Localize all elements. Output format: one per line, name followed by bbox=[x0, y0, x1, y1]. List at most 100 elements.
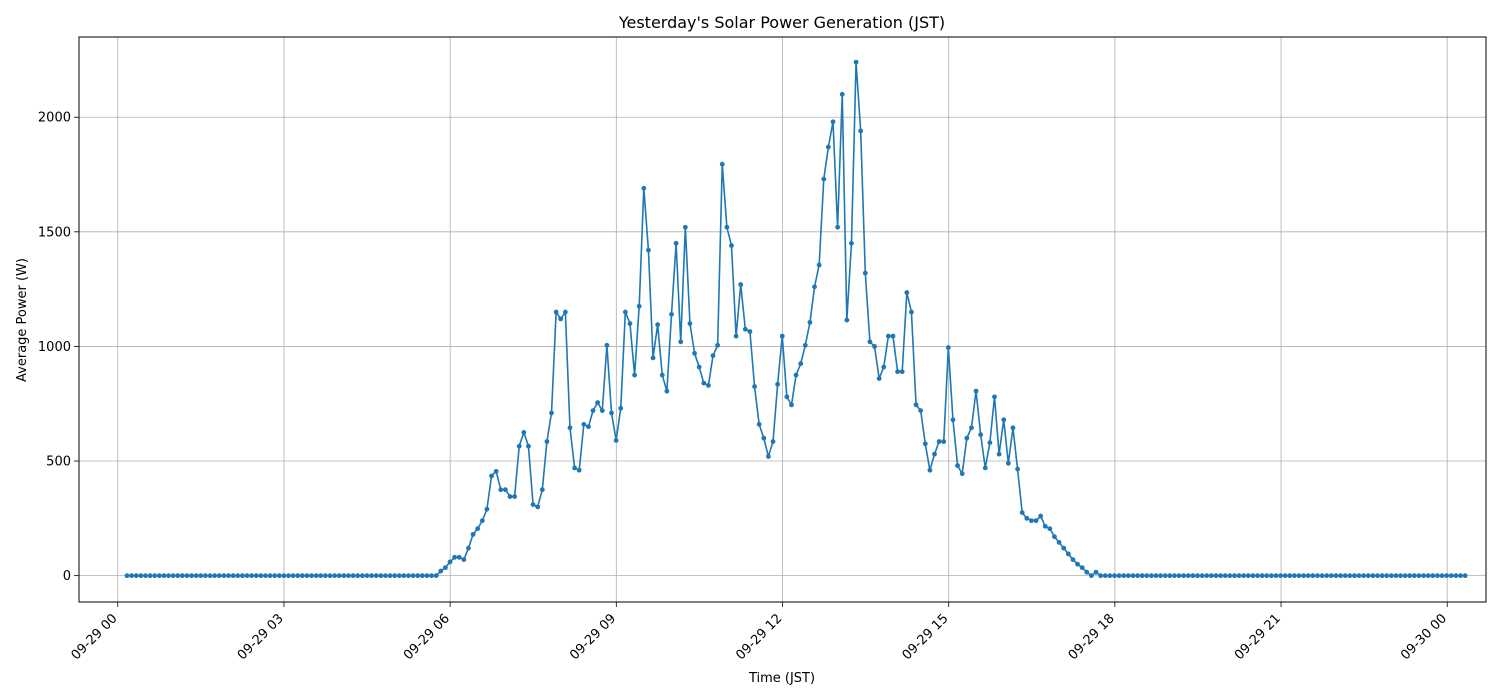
data-point bbox=[959, 471, 965, 477]
data-point bbox=[692, 350, 697, 356]
data-point bbox=[1162, 573, 1168, 579]
data-point bbox=[927, 467, 933, 473]
data-point bbox=[267, 573, 273, 579]
data-point bbox=[710, 353, 716, 358]
data-point bbox=[498, 487, 504, 493]
data-point bbox=[1001, 417, 1007, 423]
data-point bbox=[885, 333, 891, 339]
data-point bbox=[1015, 466, 1020, 472]
data-point bbox=[1232, 573, 1237, 579]
data-point bbox=[1287, 573, 1293, 579]
data-point bbox=[1365, 573, 1371, 579]
data-point bbox=[775, 381, 781, 387]
x-tick-label: 09-29 09 bbox=[567, 611, 619, 663]
data-point bbox=[1033, 518, 1039, 524]
data-point bbox=[950, 417, 956, 423]
data-point bbox=[1075, 561, 1080, 567]
data-point bbox=[1435, 573, 1440, 579]
x-tick-label: 09-29 21 bbox=[1232, 611, 1284, 663]
data-point bbox=[1135, 573, 1140, 579]
x-axis-title: Time (JST) bbox=[748, 671, 815, 686]
data-point bbox=[387, 573, 393, 579]
data-point bbox=[530, 502, 536, 507]
data-point bbox=[987, 440, 993, 446]
data-point bbox=[244, 573, 250, 579]
data-point bbox=[627, 321, 633, 326]
data-point bbox=[359, 573, 365, 579]
data-point bbox=[346, 573, 351, 579]
data-point bbox=[433, 573, 439, 579]
data-point bbox=[216, 573, 222, 579]
data-point bbox=[1204, 573, 1210, 579]
series-layer bbox=[124, 59, 1468, 579]
data-point bbox=[1315, 573, 1320, 579]
y-tick-label: 2000 bbox=[38, 111, 71, 126]
data-point bbox=[618, 405, 624, 411]
data-point bbox=[1338, 573, 1343, 579]
data-point bbox=[1333, 573, 1339, 579]
data-point bbox=[1019, 510, 1025, 516]
data-point bbox=[742, 326, 748, 332]
data-point bbox=[567, 425, 573, 431]
data-point bbox=[858, 128, 864, 134]
data-point bbox=[1144, 573, 1150, 579]
data-point bbox=[1448, 573, 1454, 579]
data-point bbox=[646, 247, 651, 253]
data-point bbox=[673, 240, 679, 246]
data-point bbox=[1102, 573, 1108, 579]
data-point bbox=[502, 487, 508, 493]
data-point bbox=[816, 262, 822, 268]
data-point bbox=[152, 573, 158, 579]
data-point bbox=[973, 388, 979, 394]
data-point bbox=[544, 439, 550, 444]
data-point bbox=[198, 573, 204, 579]
data-point bbox=[484, 506, 490, 512]
data-point bbox=[761, 435, 767, 441]
data-point bbox=[1273, 573, 1279, 579]
data-point bbox=[715, 342, 721, 348]
data-point bbox=[1218, 573, 1223, 579]
data-point bbox=[341, 573, 347, 579]
data-point bbox=[336, 573, 342, 579]
data-point bbox=[1259, 573, 1265, 579]
data-point bbox=[1361, 573, 1367, 579]
data-point bbox=[309, 573, 314, 579]
data-point bbox=[313, 573, 319, 579]
data-point bbox=[281, 573, 287, 579]
data-point bbox=[470, 531, 476, 537]
x-tick-label: 09-30 00 bbox=[1398, 611, 1450, 663]
chart-title: Yesterday's Solar Power Generation (JST) bbox=[618, 13, 945, 32]
data-point bbox=[1393, 573, 1399, 579]
data-point bbox=[290, 573, 296, 579]
data-point bbox=[932, 451, 937, 457]
x-tick-label: 09-29 03 bbox=[235, 611, 287, 663]
data-point bbox=[719, 161, 725, 167]
data-point bbox=[1056, 540, 1062, 545]
data-point bbox=[553, 309, 559, 315]
data-point bbox=[161, 573, 167, 579]
data-point bbox=[1430, 573, 1436, 579]
data-point bbox=[802, 342, 808, 348]
data-point bbox=[133, 573, 139, 579]
data-point bbox=[636, 303, 642, 309]
data-point bbox=[369, 573, 374, 579]
data-point bbox=[212, 573, 218, 579]
data-point bbox=[304, 573, 310, 579]
data-point bbox=[613, 438, 619, 443]
data-point bbox=[1296, 573, 1302, 579]
data-point bbox=[982, 465, 988, 471]
data-point bbox=[1079, 565, 1085, 571]
data-point bbox=[1324, 573, 1330, 579]
data-point bbox=[1047, 526, 1053, 532]
data-point bbox=[396, 573, 402, 579]
data-point bbox=[1065, 551, 1071, 557]
data-point bbox=[1190, 573, 1196, 579]
data-point bbox=[1139, 573, 1145, 579]
data-point bbox=[964, 435, 970, 441]
data-point bbox=[1213, 573, 1219, 579]
data-point bbox=[599, 408, 605, 414]
data-point bbox=[1029, 518, 1034, 524]
data-point bbox=[383, 573, 388, 579]
data-point bbox=[766, 454, 771, 459]
data-point bbox=[941, 439, 947, 444]
